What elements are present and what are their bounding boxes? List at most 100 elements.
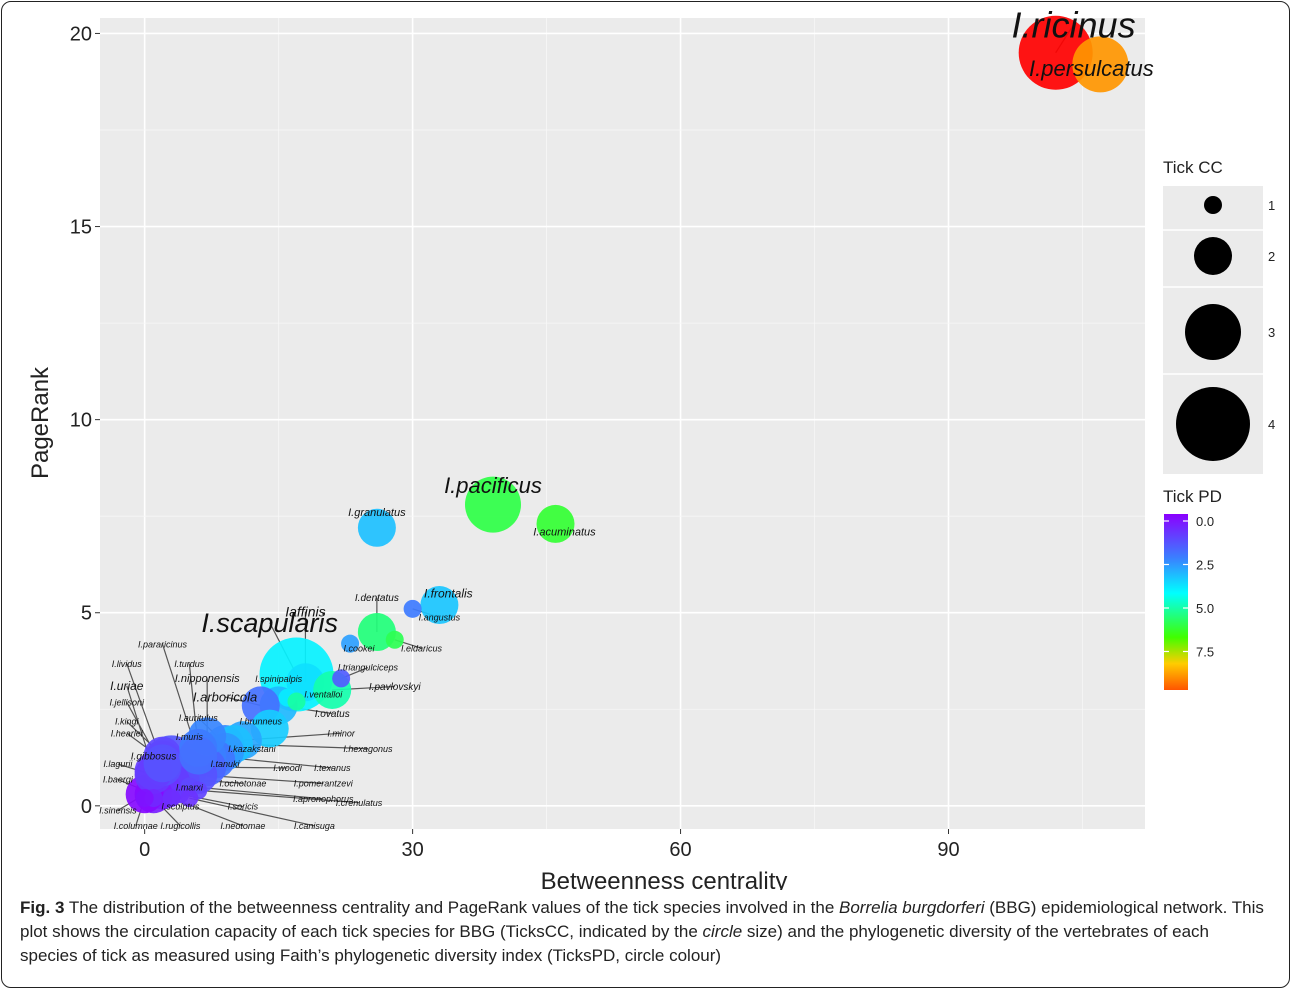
label-i-cookei: I.cookei bbox=[344, 643, 376, 653]
label-i-rugicollis: I.rugicollis bbox=[160, 821, 201, 831]
label-i-texanus: I.texanus bbox=[314, 763, 351, 773]
label-i-canisuga: I.canisuga bbox=[294, 821, 335, 831]
label-i-hearlei: I.hearlei bbox=[111, 728, 144, 738]
color-legend-label: 0.0 bbox=[1196, 514, 1214, 529]
label-i-woodi: I.woodi bbox=[273, 763, 303, 773]
color-legend-label: 2.5 bbox=[1196, 558, 1214, 573]
size-legend-dot bbox=[1204, 196, 1222, 214]
label-i-kingi: I.kingi bbox=[115, 717, 140, 727]
label-i-ventalloi: I.ventalloi bbox=[304, 690, 343, 700]
label-i-jellisoni: I.jellisoni bbox=[110, 697, 146, 707]
label-i-sinensis: I.sinensis bbox=[99, 806, 137, 816]
x-axis-label: Betweenness centrality bbox=[541, 868, 788, 890]
label-i-auritulus: I.auritulus bbox=[179, 713, 219, 723]
label-i-frontalis: I.frontalis bbox=[424, 586, 473, 600]
leader-i-apronophorus bbox=[189, 785, 324, 800]
figure-caption: Fig. 3 The distribution of the betweenne… bbox=[20, 896, 1270, 968]
label-i-pomerantzevi: I.pomerantzevi bbox=[294, 779, 354, 789]
point-i-neotomae bbox=[162, 789, 181, 808]
point-i-columnae bbox=[135, 789, 154, 808]
x-tick-label: 0 bbox=[139, 839, 150, 861]
leader-i-crenulatus bbox=[198, 789, 360, 804]
point-i-pacificus bbox=[464, 476, 521, 533]
label-i-soricis: I.soricis bbox=[228, 802, 259, 812]
caption-text-2: (BBG) epidemiological network. This plot… bbox=[20, 898, 1264, 941]
point-i-cookei bbox=[341, 634, 360, 653]
label-i-eldaricus: I.eldaricus bbox=[401, 643, 443, 653]
x-tick-label: 90 bbox=[937, 839, 959, 861]
label-i-acuminatus: I.acuminatus bbox=[533, 526, 596, 538]
color-legend-title: Tick PD bbox=[1163, 487, 1222, 506]
label-i-lagurii: I.lagurii bbox=[103, 759, 133, 769]
point-i-pararicinus bbox=[179, 736, 218, 775]
label-i-brunneus: I.brunneus bbox=[240, 717, 283, 727]
label-i-ochotonae: I.ochotonae bbox=[219, 779, 266, 789]
size-legend-title: Tick CC bbox=[1163, 158, 1223, 177]
caption-species: Borrelia burgdorferi bbox=[839, 898, 985, 917]
label-i-turdus: I.turdus bbox=[174, 659, 205, 669]
label-i-hexagonus: I.hexagonus bbox=[343, 744, 393, 754]
point-i-frontalis bbox=[420, 586, 459, 625]
point-i-angustus bbox=[403, 599, 422, 618]
y-tick-label: 10 bbox=[70, 410, 92, 432]
color-legend-label: 7.5 bbox=[1196, 645, 1214, 660]
label-i-gibbosus: I.gibbosus bbox=[131, 751, 177, 762]
size-legend-dot bbox=[1194, 237, 1232, 275]
caption-text-1: The distribution of the betweenness cent… bbox=[64, 898, 839, 917]
leader-i-canisuga bbox=[189, 797, 315, 827]
label-i-pacificus: I.pacificus bbox=[444, 473, 542, 498]
label-i-neotomae: I.neotomae bbox=[220, 821, 265, 831]
label-i-nipponensis: I.nipponensis bbox=[175, 673, 240, 685]
label-i-arboricola: I.arboricola bbox=[193, 690, 257, 705]
size-legend-label: 4 bbox=[1268, 417, 1275, 432]
label-i-apronophorus: I.apronophorus bbox=[293, 794, 354, 804]
color-legend-label: 5.0 bbox=[1196, 601, 1214, 616]
color-legend-bar bbox=[1164, 514, 1188, 690]
label-i-columnae: I.columnae bbox=[114, 821, 158, 831]
size-legend-label: 1 bbox=[1268, 198, 1275, 213]
label-i-pararicinus: I.pararicinus bbox=[138, 639, 188, 649]
data-points bbox=[125, 15, 1129, 814]
size-legend-label: 3 bbox=[1268, 325, 1275, 340]
point-i-eldaricus bbox=[385, 630, 404, 649]
legend: Tick CC 1 2 3 4 Tick PD 0.0 2.5 5.0 7.5 bbox=[1163, 158, 1275, 690]
point-labels: I.ricinus I.persulcatus I.pacificus I.acumi… bbox=[99, 4, 1154, 831]
label-i-pavlovskyi: I.pavlovskyi bbox=[369, 682, 421, 693]
label-i-spinipalpis: I.spinipalpis bbox=[255, 674, 303, 684]
x-tick-label: 60 bbox=[669, 839, 691, 861]
size-legend-dot bbox=[1185, 304, 1241, 360]
y-tick-label: 0 bbox=[81, 796, 92, 818]
label-i-sculptus: I.sculptus bbox=[161, 802, 200, 812]
label-i-dentatus: I.dentatus bbox=[355, 593, 399, 604]
label-i-uriae: I.uriae bbox=[110, 679, 144, 693]
label-i-baergi: I.baergi bbox=[103, 775, 134, 785]
label-i-granulatus: I.granulatus bbox=[348, 507, 406, 519]
label-i-tanuki: I.tanuki bbox=[211, 759, 241, 769]
size-legend-items: 1 2 3 4 bbox=[1163, 196, 1275, 461]
point-i-canisuga bbox=[180, 789, 199, 808]
size-legend-dot bbox=[1176, 387, 1250, 461]
y-tick-label: 15 bbox=[70, 217, 92, 239]
point-i-lividus bbox=[143, 744, 182, 783]
label-i-ovatus: I.ovatus bbox=[315, 709, 350, 720]
label-i-kazakstani: I.kazakstani bbox=[228, 744, 277, 754]
size-legend-label: 2 bbox=[1268, 249, 1275, 264]
color-legend-ticks: 0.0 2.5 5.0 7.5 bbox=[1164, 514, 1214, 660]
grid bbox=[100, 18, 1145, 829]
caption-text-3: size) and the phylogenetic diversity of … bbox=[20, 922, 1209, 965]
caption-label: Fig. 3 bbox=[20, 898, 65, 917]
label-i-ricinus: I.ricinus bbox=[1012, 4, 1136, 45]
label-i-angustus: I.angustus bbox=[419, 612, 461, 622]
y-tick-label: 20 bbox=[70, 23, 92, 45]
label-i-scapularis: I.scapularis bbox=[201, 608, 338, 638]
label-iaffinis: Iaffinis bbox=[285, 604, 325, 620]
y-tick-label: 5 bbox=[81, 603, 92, 625]
label-i-muris: I.muris bbox=[176, 732, 204, 742]
label-i-marxi: I.marxi bbox=[176, 782, 204, 792]
point-i-triangulciceps bbox=[332, 669, 351, 688]
caption-circle: circle bbox=[702, 922, 743, 941]
x-tick-label: 30 bbox=[401, 839, 423, 861]
label-i-crenulatus: I.crenulatus bbox=[336, 798, 383, 808]
label-i-persulcatus: I.persulcatus bbox=[1029, 56, 1154, 81]
point-i-ventalloi bbox=[287, 692, 306, 711]
